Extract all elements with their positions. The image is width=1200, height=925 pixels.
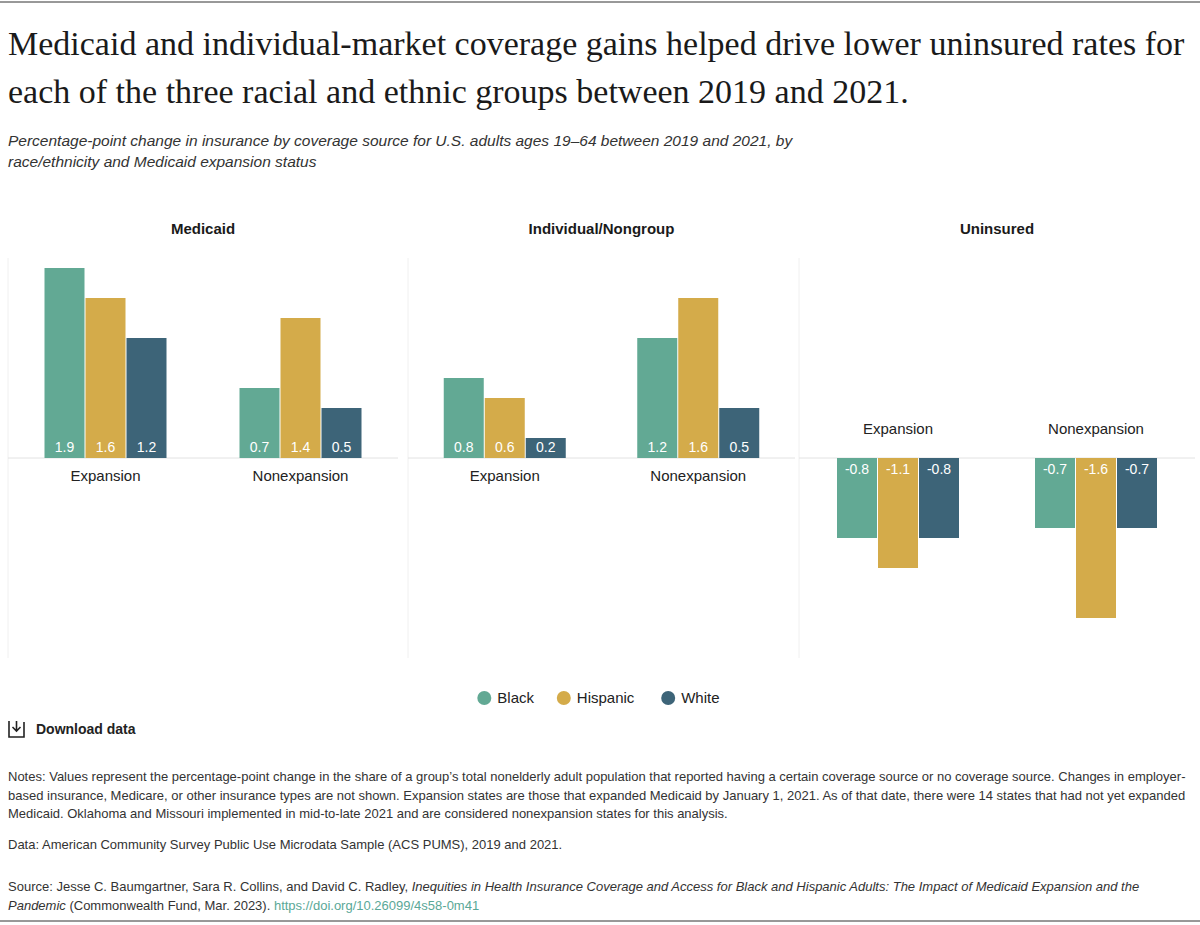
download-icon[interactable] [9, 721, 24, 737]
bar [444, 378, 484, 458]
data-label: 0.5 [332, 439, 352, 455]
panel-title: Individual/Nongroup [529, 220, 675, 237]
data-label: 0.5 [730, 439, 750, 455]
bars [444, 298, 760, 458]
subtitle: Percentage-point change in insurance by … [8, 130, 808, 172]
bar [485, 398, 525, 458]
legend-label: Black [497, 689, 534, 706]
bar [240, 388, 280, 458]
data-label: -1.1 [886, 461, 910, 477]
bar [45, 268, 85, 458]
panel: Medicaid 1.9 1.6 1.2 Expansion 0.7 1.4 0.5 Nonex… [8, 220, 398, 658]
bars [837, 458, 1157, 618]
bottom-rule [0, 921, 1200, 922]
legend-swatch [661, 691, 675, 705]
top-rule [0, 2, 1200, 3]
data-label: -0.8 [927, 461, 951, 477]
bar [719, 408, 759, 458]
bar [322, 408, 362, 458]
bar [1117, 458, 1157, 528]
bar [837, 458, 877, 538]
source-prefix: Source: Jesse C. Baumgartner, Sara R. Co… [8, 879, 412, 894]
bar [526, 438, 566, 458]
notes: Notes: Values represent the percentage-p… [8, 768, 1193, 824]
labels: -0.8 -1.1 -0.8 Expansion -0.7 -1.6 -0.7 Nonexpa… [845, 420, 1149, 477]
source-link[interactable]: https://doi.org/10.26099/4s58-0m41 [274, 898, 479, 913]
labels: 1.9 1.6 1.2 Expansion 0.7 1.4 0.5 Nonexpansion [55, 439, 352, 484]
bars [45, 268, 362, 458]
data-label: 0.2 [536, 439, 556, 455]
legend-label: White [681, 689, 719, 706]
category-label: Nonexpansion [253, 467, 349, 484]
data-label: 1.2 [137, 439, 157, 455]
panel-title: Uninsured [960, 220, 1034, 237]
data-label: 1.2 [648, 439, 668, 455]
bar [919, 458, 959, 538]
data-label: -1.6 [1084, 461, 1108, 477]
data-label: 0.7 [250, 439, 270, 455]
data-label: 1.4 [291, 439, 311, 455]
category-label: Nonexpansion [1048, 420, 1144, 437]
category-label: Expansion [470, 467, 540, 484]
category-label: Expansion [70, 467, 140, 484]
category-label: Nonexpansion [650, 467, 746, 484]
category-label: Expansion [863, 420, 933, 437]
legend-swatch [557, 691, 571, 705]
bar [1035, 458, 1075, 528]
data-label: -0.8 [845, 461, 869, 477]
labels: 0.8 0.6 0.2 Expansion 1.2 1.6 0.5 Nonexpansion [454, 439, 749, 484]
data-label: 1.6 [96, 439, 116, 455]
source-suffix: (Commonwealth Fund, Mar. 2023). [66, 898, 274, 913]
bar [878, 458, 918, 568]
title: Medicaid and individual-market coverage … [8, 20, 1193, 116]
bar [678, 298, 718, 458]
download-link[interactable]: Download data [36, 721, 136, 737]
bar [127, 338, 167, 458]
data-label: -0.7 [1043, 461, 1067, 477]
panel-title: Medicaid [171, 220, 235, 237]
bar [281, 318, 321, 458]
legend-label: Hispanic [577, 689, 635, 706]
bar [86, 298, 126, 458]
bar [1076, 458, 1116, 618]
data-label: 1.6 [689, 439, 709, 455]
panel: Uninsured-0.8-1.1-0.8Expansion-0.7-1.6-0… [799, 220, 1195, 658]
bar [637, 338, 677, 458]
source: Source: Jesse C. Baumgartner, Sara R. Co… [8, 878, 1193, 915]
data-label: 1.9 [55, 439, 75, 455]
panel: Individual/Nongroup 0.8 0.6 0.2 Expansion 1.2… [408, 220, 795, 658]
data-note: Data: American Community Survey Public U… [8, 836, 1193, 855]
data-label: 0.8 [454, 439, 474, 455]
data-label: 0.6 [495, 439, 515, 455]
legend-swatch [477, 691, 491, 705]
legend: Black Hispanic White [477, 689, 719, 706]
data-label: -0.7 [1125, 461, 1149, 477]
